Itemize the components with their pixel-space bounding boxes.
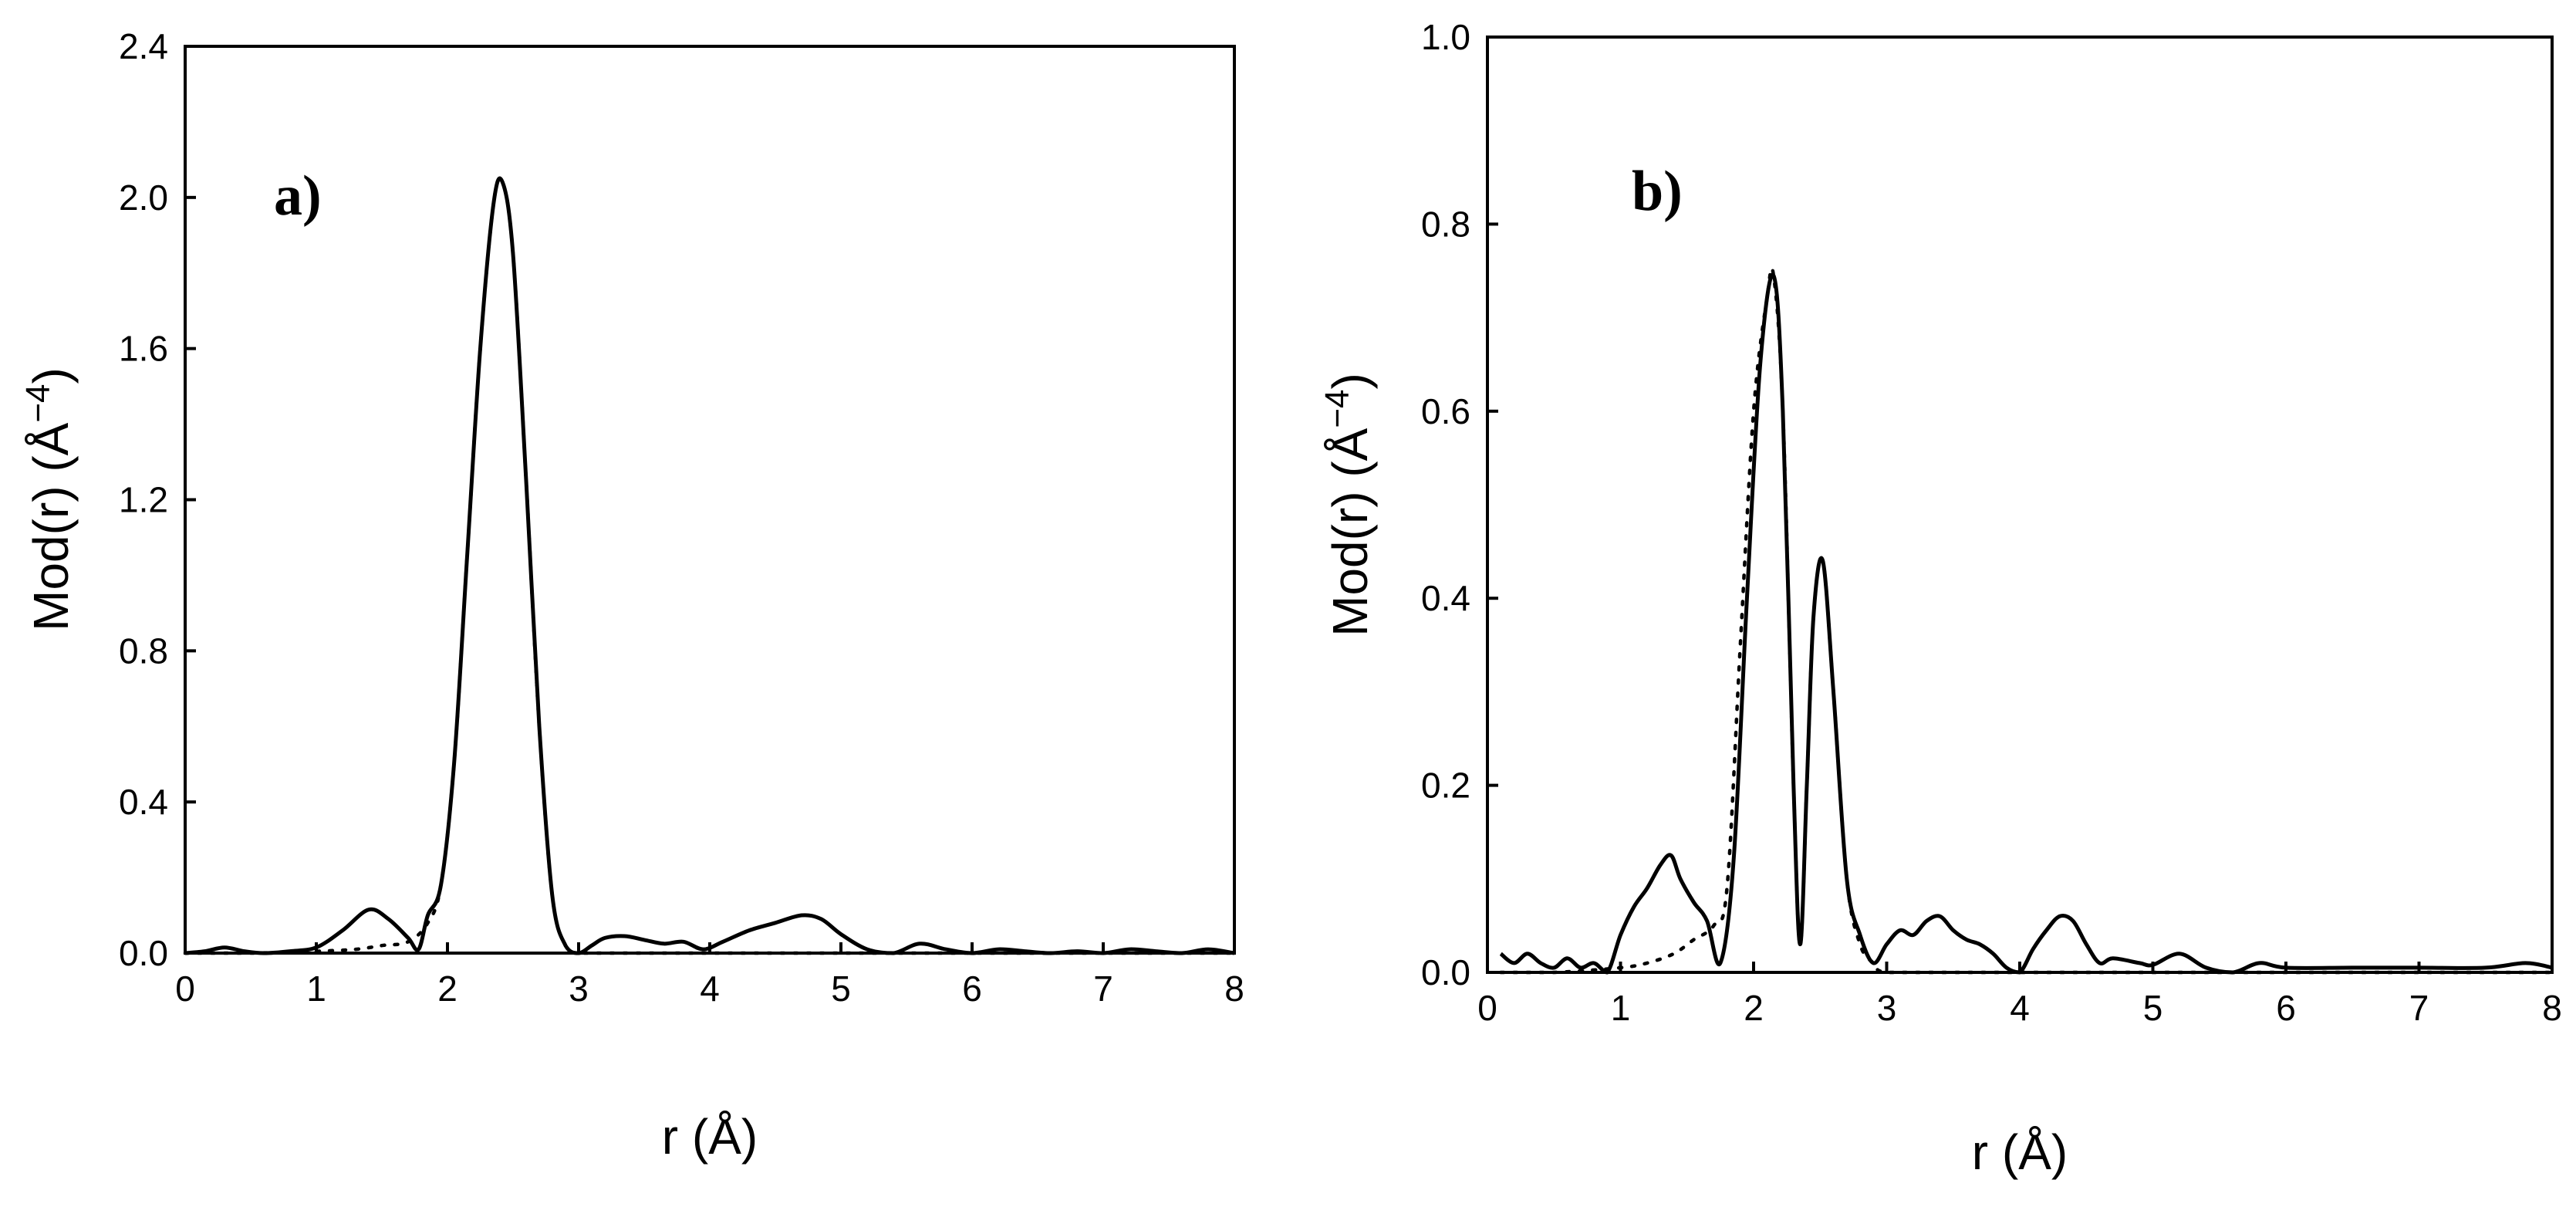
y-tick-label-a-6: 2.4 <box>119 26 168 66</box>
y-tick-label-a-5: 2.0 <box>119 178 168 218</box>
x-tick-label-b-3: 3 <box>1877 988 1897 1028</box>
y-axis-title-b-close: ) <box>1322 373 1378 389</box>
x-tick-label-b-7: 7 <box>2409 988 2429 1028</box>
x-tick-label-b-8: 8 <box>2542 988 2562 1028</box>
x-tick-label-a-0: 0 <box>175 969 195 1009</box>
x-tick-label-a-4: 4 <box>700 969 720 1009</box>
y-tick-label-b-2: 0.4 <box>1421 578 1470 618</box>
y-axis-title-a-sup: −4 <box>19 384 57 422</box>
ticks-b: 0 1 2 3 4 5 6 7 8 0.0 0.2 0.4 0.6 0.8 1.0 <box>1421 17 2562 1028</box>
y-axis-title-a-close: ) <box>23 367 79 384</box>
panel-label-b: b) <box>1632 160 1683 223</box>
y-tick-label-a-3: 1.2 <box>119 480 168 520</box>
y-tick-label-a-1: 0.4 <box>119 782 168 822</box>
x-tick-label-a-7: 7 <box>1093 969 1113 1009</box>
ticks-a: 0 1 2 3 4 5 6 7 8 0.0 0.4 0.8 1.2 1.6 2.0 2.4 <box>119 26 1244 1009</box>
y-axis-title-b-sup: −4 <box>1318 389 1356 428</box>
y-axis-title-b-main: Mod(r) (Å <box>1322 428 1378 637</box>
y-tick-label-b-4: 0.8 <box>1421 204 1470 244</box>
plot-frame-a <box>184 45 1236 955</box>
series-line-a-dotted <box>183 177 1237 955</box>
x-tick-label-a-2: 2 <box>437 969 457 1009</box>
y-tick-label-b-0: 0.0 <box>1421 952 1470 992</box>
y-axis-title-a: Mod(r) (Å−4) <box>19 367 79 631</box>
x-tick-label-b-2: 2 <box>1744 988 1764 1028</box>
panel-label-a: a) <box>274 164 322 228</box>
y-tick-label-b-3: 0.6 <box>1421 391 1470 431</box>
chart-panel-a: a) 0 1 2 3 4 5 6 7 80.00.40.81.21.62.02.4 r (Å) … <box>19 26 1244 1165</box>
y-tick-label-b-1: 0.2 <box>1421 766 1470 806</box>
y-tick-label-b-5: 1.0 <box>1421 17 1470 57</box>
x-axis-title-b: r (Å) <box>1972 1124 2068 1180</box>
y-tick-label-a-4: 1.6 <box>119 329 168 369</box>
x-tick-label-a-1: 1 <box>306 969 326 1009</box>
x-tick-label-a-6: 6 <box>962 969 982 1009</box>
x-tick-label-b-0: 0 <box>1477 988 1497 1028</box>
x-tick-label-b-5: 5 <box>2143 988 2163 1028</box>
y-axis-title-b: Mod(r) (Å−4) <box>1318 373 1378 637</box>
series-group-a <box>183 176 1237 955</box>
x-tick-label-a-8: 8 <box>1224 969 1244 1009</box>
series-group-b <box>1499 266 2554 975</box>
y-axis-title-a-main: Mod(r) (Å <box>23 422 79 631</box>
y-tick-label-a-2: 0.8 <box>119 631 168 671</box>
series-line-b-solid <box>1499 272 2553 975</box>
x-tick-label-a-5: 5 <box>831 969 851 1009</box>
x-tick-label-a-3: 3 <box>569 969 589 1009</box>
x-axis-title-a: r (Å) <box>662 1109 758 1165</box>
x-tick-label-b-6: 6 <box>2276 988 2296 1028</box>
x-tick-label-b-4: 4 <box>2010 988 2030 1028</box>
y-tick-label-a-0: 0.0 <box>119 933 168 973</box>
series-line-a-solid <box>184 176 1235 955</box>
chart-panel-b: b) 0 1 2 3 4 5 6 7 8 0.0 0.2 0.4 0.6 0.8 1.0 r (Å) Mod… <box>1318 17 2562 1180</box>
x-tick-label-b-1: 1 <box>1611 988 1631 1028</box>
